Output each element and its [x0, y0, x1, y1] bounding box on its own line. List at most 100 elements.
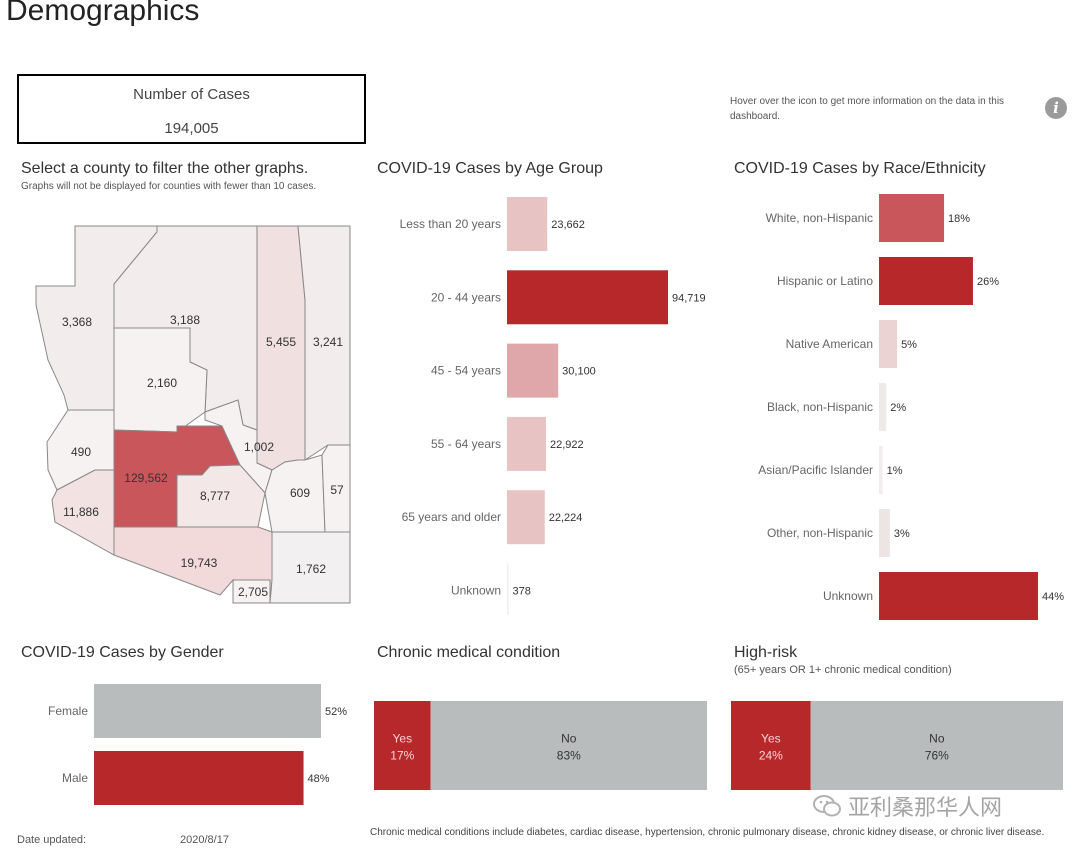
county-value-label: 490 — [71, 445, 91, 459]
category-label: Unknown — [451, 584, 501, 598]
high-risk-chart: Yes 24% No 76% — [731, 701, 1063, 790]
highrisk-chart-subtitle: (65+ years OR 1+ chronic medical conditi… — [734, 664, 952, 676]
category-label: Other, non-Hispanic — [767, 526, 873, 540]
bar — [507, 270, 668, 325]
value-label: 378 — [513, 586, 531, 598]
segment-category-label: Yes — [393, 732, 413, 746]
category-label: 55 - 64 years — [431, 437, 501, 451]
date-updated-value: 2020/8/17 — [180, 834, 229, 846]
bar — [507, 416, 546, 471]
wechat-icon — [813, 795, 841, 817]
county-value-label: 5,455 — [266, 335, 296, 349]
age-group-chart: Less than 20 years 23,662 20 - 44 years 94,… — [400, 197, 706, 615]
kpi-label: Number of Cases — [133, 86, 250, 103]
number-of-cases-card: Number of Cases 194,005 — [17, 74, 366, 144]
category-label: Male — [62, 771, 88, 785]
category-label: Hispanic or Latino — [777, 274, 873, 288]
county-value-label: 3,188 — [170, 313, 200, 327]
watermark: 亚利桑那华人网 — [812, 788, 1002, 824]
bar — [879, 446, 883, 494]
arizona-county-map[interactable]: 3,368 3,188 5,455 3,241 2,160 490 129,562 1,002… — [0, 0, 360, 620]
category-label: Unknown — [823, 589, 873, 603]
chronic-chart-title: Chronic medical condition — [377, 644, 561, 661]
bar — [879, 572, 1038, 620]
kpi-value: 194,005 — [164, 120, 219, 137]
race-chart-title: COVID-19 Cases by Race/Ethnicity — [734, 160, 986, 177]
bar — [507, 563, 509, 615]
race-ethnicity-chart: White, non-Hispanic 18% Hispanic or Latino… — [758, 194, 1064, 620]
category-label: Native American — [786, 337, 873, 351]
value-label: 26% — [977, 276, 999, 288]
category-label: White, non-Hispanic — [766, 211, 873, 225]
segment-value-label: 83% — [557, 749, 581, 763]
bar — [507, 343, 559, 398]
value-label: 48% — [308, 773, 330, 785]
bar — [879, 320, 898, 368]
chronic-condition-chart: Yes 17% No 83% — [374, 701, 707, 790]
county-value-label: 129,562 — [124, 471, 168, 485]
category-label: 45 - 54 years — [431, 364, 501, 378]
bar — [879, 509, 890, 557]
county-value-label: 1,762 — [296, 562, 326, 576]
age-chart-title: COVID-19 Cases by Age Group — [377, 160, 603, 177]
value-label: 22,224 — [549, 512, 583, 524]
bar-segment — [731, 701, 811, 790]
county-shape[interactable] — [232, 579, 271, 604]
bar-segment — [430, 701, 707, 790]
value-label: 2% — [890, 402, 906, 414]
category-label: Black, non-Hispanic — [767, 400, 873, 414]
bar — [879, 194, 945, 242]
chronic-conditions-footnote: Chronic medical conditions include diabe… — [370, 827, 1045, 838]
segment-value-label: 24% — [759, 749, 783, 763]
gender-chart: Female 52% Male 48% — [48, 684, 347, 805]
value-label: 5% — [901, 339, 917, 351]
county-value-label: 2,160 — [147, 376, 177, 390]
segment-category-label: Yes — [761, 732, 781, 746]
bar — [94, 751, 304, 805]
map-title: Select a county to filter the other grap… — [21, 160, 309, 177]
bar — [507, 197, 548, 251]
bar-segment — [374, 701, 431, 790]
map-subtitle: Graphs will not be displayed for countie… — [21, 181, 317, 192]
county-value-label: 11,886 — [63, 505, 99, 519]
segment-category-label: No — [929, 732, 945, 746]
highrisk-chart-title: High-risk — [734, 644, 798, 661]
county-value-label: 8,777 — [200, 489, 230, 503]
category-label: 20 - 44 years — [431, 290, 501, 304]
value-label: 23,662 — [551, 219, 585, 231]
county-value-label: 3,241 — [313, 335, 343, 349]
category-label: 65 years and older — [402, 510, 501, 524]
county-shape[interactable] — [269, 531, 351, 604]
value-label: 18% — [948, 213, 970, 225]
info-hint-text: Hover over the icon to get more informat… — [730, 96, 1005, 122]
info-icon[interactable]: i — [1045, 97, 1067, 119]
watermark-text: 亚利桑那华人网 — [848, 795, 1003, 820]
category-label: Less than 20 years — [400, 217, 501, 231]
bar — [94, 684, 321, 738]
segment-category-label: No — [561, 732, 577, 746]
value-label: 1% — [887, 465, 903, 477]
county-value-label: 2,705 — [238, 585, 268, 599]
value-label: 22,922 — [550, 439, 584, 451]
category-label: Asian/Pacific Islander — [758, 463, 873, 477]
county-value-label: 57 — [330, 483, 344, 497]
county-value-label: 3,368 — [62, 315, 92, 329]
value-label: 3% — [894, 528, 910, 540]
category-label: Female — [48, 704, 88, 718]
value-label: 44% — [1042, 591, 1064, 603]
county-value-label: 609 — [290, 486, 310, 500]
bar — [879, 257, 973, 305]
segment-value-label: 17% — [390, 749, 414, 763]
gender-chart-title: COVID-19 Cases by Gender — [21, 644, 224, 661]
segment-value-label: 76% — [925, 749, 949, 763]
date-updated-label: Date updated: — [17, 834, 87, 846]
county-value-label: 1,002 — [244, 440, 274, 454]
value-label: 30,100 — [562, 366, 596, 378]
county-value-label: 19,743 — [181, 556, 218, 570]
bar-segment — [810, 701, 1063, 790]
page-title: Demographics — [6, 0, 200, 27]
value-label: 52% — [325, 706, 347, 718]
bar — [879, 383, 887, 431]
value-label: 94,719 — [672, 292, 706, 304]
bar — [507, 490, 545, 545]
